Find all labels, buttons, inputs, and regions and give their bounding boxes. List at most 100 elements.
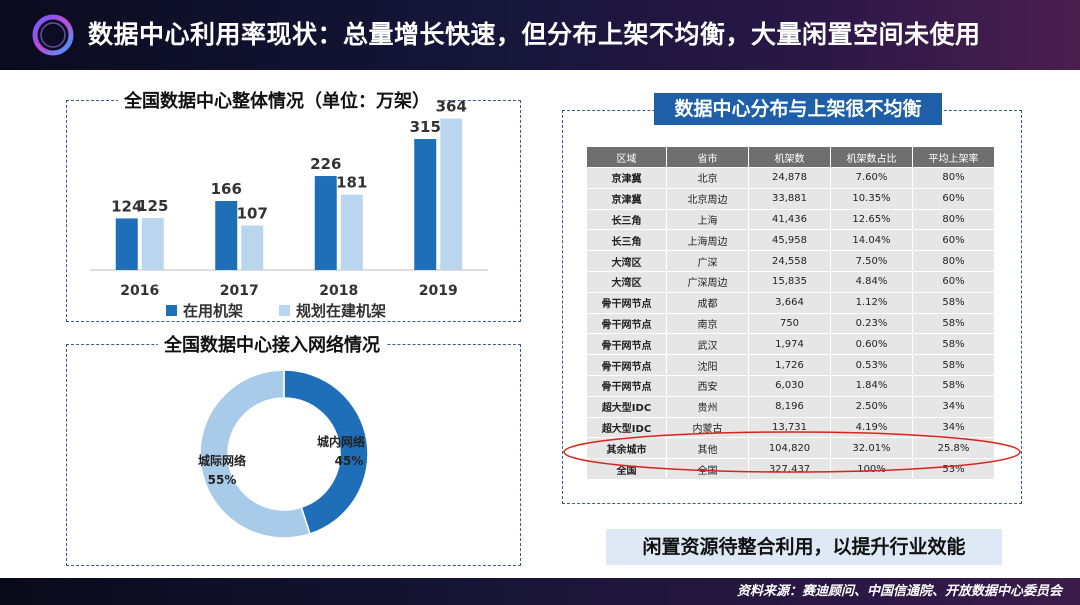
table-title: 数据中心分布与上架很不均衡	[654, 93, 942, 125]
cell-city: 北京周边	[666, 187, 749, 210]
legend-swatch-in-use	[166, 305, 177, 316]
cell-rack-share: 1.12%	[830, 291, 913, 314]
cell-city: 广深周边	[666, 270, 749, 293]
bar-value-label: 181	[336, 174, 367, 192]
source-note: 资料来源：赛迪顾问、中国信通院、开放数据中心委员会	[736, 584, 1062, 599]
page-title: 数据中心利用率现状：总量增长快速，但分布上架不均衡，大量闲置空间未使用	[88, 20, 981, 49]
cell-rack-share: 0.23%	[830, 312, 913, 335]
cell-rack-count: 15,835	[748, 270, 831, 293]
cell-rack-share: 2.50%	[830, 395, 913, 418]
table-row: 骨干网节点 南京 750 0.23% 58%	[586, 312, 995, 335]
bar-value-label: 166	[211, 180, 242, 198]
cell-utilization: 58%	[912, 333, 995, 356]
cell-utilization: 60%	[912, 270, 995, 293]
cell-utilization: 58%	[912, 312, 995, 335]
cell-region: 大湾区	[586, 250, 667, 272]
bar-planned	[440, 118, 463, 270]
cell-rack-share: 32.01%	[830, 437, 913, 460]
table-row: 骨干网节点 成都 3,664 1.12% 58%	[586, 291, 995, 314]
cell-rack-count: 45,958	[748, 229, 831, 252]
cell-rack-count: 33,881	[748, 187, 831, 210]
bar-in-use	[115, 218, 138, 270]
cell-region: 大湾区	[586, 270, 667, 293]
cell-utilization: 80%	[912, 250, 995, 272]
cell-rack-count: 24,558	[748, 250, 831, 272]
legend-label-planned: 规划在建机架	[296, 302, 387, 320]
cell-utilization: 58%	[912, 291, 995, 314]
cell-city: 上海	[666, 208, 749, 231]
x-tick-label: 2018	[319, 283, 358, 299]
bar-planned	[241, 225, 264, 270]
x-tick-label: 2019	[419, 283, 458, 299]
cell-region: 骨干网节点	[586, 312, 667, 335]
cell-utilization: 80%	[912, 167, 995, 189]
bar-value-label: 226	[310, 155, 341, 173]
bar-in-use	[314, 176, 337, 270]
bar-value-label: 125	[137, 197, 168, 215]
cell-city: 北京	[666, 167, 749, 189]
cell-rack-share: 0.60%	[830, 333, 913, 356]
cell-city: 南京	[666, 312, 749, 335]
cell-city: 武汉	[666, 333, 749, 356]
header-region: 区域	[586, 146, 667, 168]
header-rack-count: 机架数	[748, 146, 831, 168]
cell-utilization: 80%	[912, 208, 995, 231]
cell-rack-share: 4.19%	[830, 416, 913, 439]
legend-label-in-use: 在用机架	[183, 302, 244, 320]
table-row: 大湾区 广深周边 15,835 4.84% 60%	[586, 270, 995, 293]
table-row: 长三角 上海周边 45,958 14.04% 60%	[586, 229, 995, 252]
bar-in-use	[414, 139, 437, 270]
table-row: 骨干网节点 沈阳 1,726 0.53% 58%	[586, 354, 995, 376]
cell-city: 西安	[666, 374, 749, 397]
table-row: 长三角 上海 41,436 12.65% 80%	[586, 208, 995, 231]
table-header-row: 区域 省市 机架数 机架数占比 平均上架率	[586, 146, 995, 168]
cell-city: 沈阳	[666, 354, 749, 376]
cell-rack-count: 104,820	[748, 437, 831, 460]
cell-region: 骨干网节点	[586, 374, 667, 397]
legend-swatch-planned	[279, 305, 291, 316]
slice-name-label: 城内网络	[317, 434, 365, 449]
slice-name-label: 城际网络	[198, 453, 246, 468]
cell-rack-count: 41,436	[748, 208, 831, 231]
cell-region: 骨干网节点	[586, 354, 667, 376]
bar-chart-legend: 在用机架 规划在建机架	[166, 300, 386, 321]
cell-region: 京津冀	[586, 167, 667, 189]
cell-rack-share: 4.84%	[830, 270, 913, 293]
cell-rack-share: 14.04%	[830, 229, 913, 252]
cell-rack-count: 1,974	[748, 333, 831, 356]
cell-region: 长三角	[586, 208, 667, 231]
table-row: 骨干网节点 西安 6,030 1.84% 58%	[586, 374, 995, 397]
cell-rack-count: 750	[748, 312, 831, 335]
cell-city: 成都	[666, 291, 749, 314]
donut-slice	[283, 369, 369, 535]
cell-region: 京津冀	[586, 187, 667, 210]
header-city: 省市	[666, 146, 749, 168]
cell-rack-count: 1,726	[748, 354, 831, 376]
cell-region: 超大型IDC	[586, 416, 667, 439]
bar-value-label: 124	[111, 197, 142, 215]
cell-rack-share: 12.65%	[830, 208, 913, 231]
cell-region: 骨干网节点	[586, 291, 667, 314]
cell-city: 广深	[666, 250, 749, 272]
table-row: 超大型IDC 贵州 8,196 2.50% 34%	[586, 395, 995, 418]
table-row: 其余城市 其他 104,820 32.01% 25.8%	[586, 437, 995, 460]
cell-region: 骨干网节点	[586, 333, 667, 356]
header-rack-share: 机架数占比	[830, 146, 913, 168]
bar-value-label: 315	[410, 118, 441, 136]
cell-city: 其他	[666, 437, 749, 460]
x-tick-label: 2017	[220, 283, 259, 299]
bar-in-use	[215, 200, 238, 270]
conclusion-banner: 闲置资源待整合利用，以提升行业效能	[606, 529, 1002, 565]
bar-planned	[340, 194, 363, 270]
bar-value-label: 107	[237, 205, 268, 223]
table-row: 京津冀 北京 24,878 7.60% 80%	[586, 167, 995, 189]
cell-rack-count: 3,664	[748, 291, 831, 314]
highlight-ellipse	[563, 431, 1021, 473]
cell-rack-count: 327,437	[748, 458, 831, 480]
cell-utilization: 34%	[912, 395, 995, 418]
donut-slice	[199, 369, 311, 539]
cell-city: 贵州	[666, 395, 749, 418]
cell-region: 超大型IDC	[586, 395, 667, 418]
